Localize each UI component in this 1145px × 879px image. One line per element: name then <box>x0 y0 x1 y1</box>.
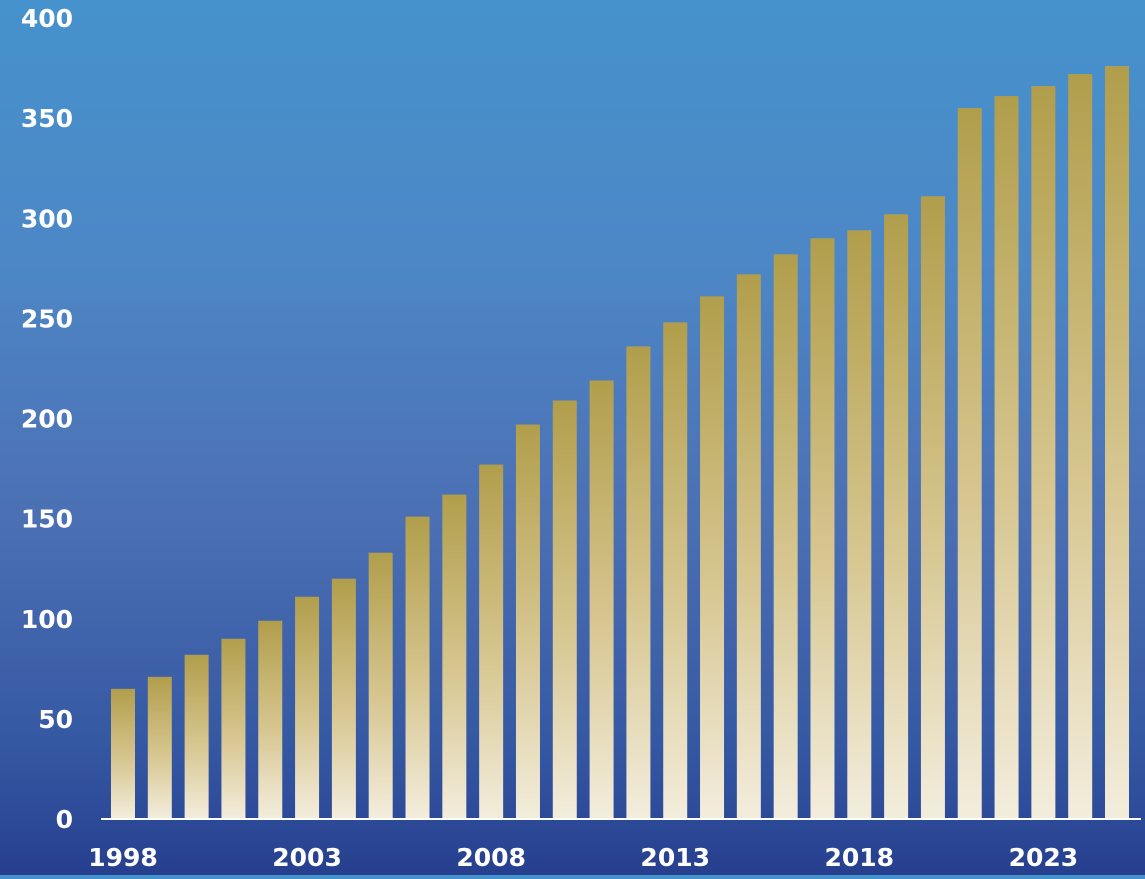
bar-2017 <box>810 238 835 819</box>
bar-2020 <box>920 196 945 820</box>
bar-2015 <box>736 274 761 819</box>
y-tick-label: 150 <box>21 505 73 534</box>
bar-2021 <box>957 108 982 820</box>
x-axis-ticks: 1998 2003 2008 2013 2018 2023 <box>88 843 1078 872</box>
bar-2008 <box>479 464 504 819</box>
y-tick-label: 250 <box>21 304 73 333</box>
bar-2010 <box>552 400 577 819</box>
bar-2014 <box>700 296 725 820</box>
bar-2023 <box>1031 86 1056 819</box>
y-axis-ticks: 0 50 100 150 200 250 300 350 400 <box>21 4 73 834</box>
y-tick-label: 350 <box>21 104 73 133</box>
bar-2007 <box>442 494 467 819</box>
x-tick-label: 2023 <box>1009 843 1079 872</box>
x-tick-label: 2018 <box>825 843 895 872</box>
bar-2000 <box>184 654 209 819</box>
bar-2013 <box>663 322 688 819</box>
bars-group <box>111 66 1129 820</box>
y-tick-label: 300 <box>21 204 73 233</box>
bar-2003 <box>295 596 320 819</box>
bar-2016 <box>773 254 798 820</box>
bar-2006 <box>405 516 430 819</box>
bar-1999 <box>147 676 172 819</box>
y-tick-label: 0 <box>56 805 73 834</box>
x-tick-label: 2013 <box>640 843 710 872</box>
x-tick-label: 2008 <box>456 843 526 872</box>
y-tick-label: 50 <box>38 705 73 734</box>
bar-2018 <box>847 230 872 819</box>
bar-1998 <box>111 688 135 819</box>
bar-2024 <box>1068 74 1093 819</box>
bar-2025 <box>1105 66 1129 819</box>
bar-2019 <box>884 214 909 819</box>
bar-2012 <box>626 346 651 819</box>
bar-2009 <box>515 424 540 819</box>
bar-2005 <box>368 552 393 819</box>
bar-2011 <box>589 380 614 819</box>
bar-2004 <box>331 578 356 819</box>
y-tick-label: 400 <box>21 4 73 33</box>
bar-2001 <box>221 638 246 819</box>
y-tick-label: 100 <box>21 605 73 634</box>
bar-2022 <box>994 96 1019 820</box>
x-tick-label: 2003 <box>272 843 342 872</box>
x-tick-label: 1998 <box>88 843 158 872</box>
y-tick-label: 200 <box>21 405 73 434</box>
bar-2002 <box>258 620 283 819</box>
